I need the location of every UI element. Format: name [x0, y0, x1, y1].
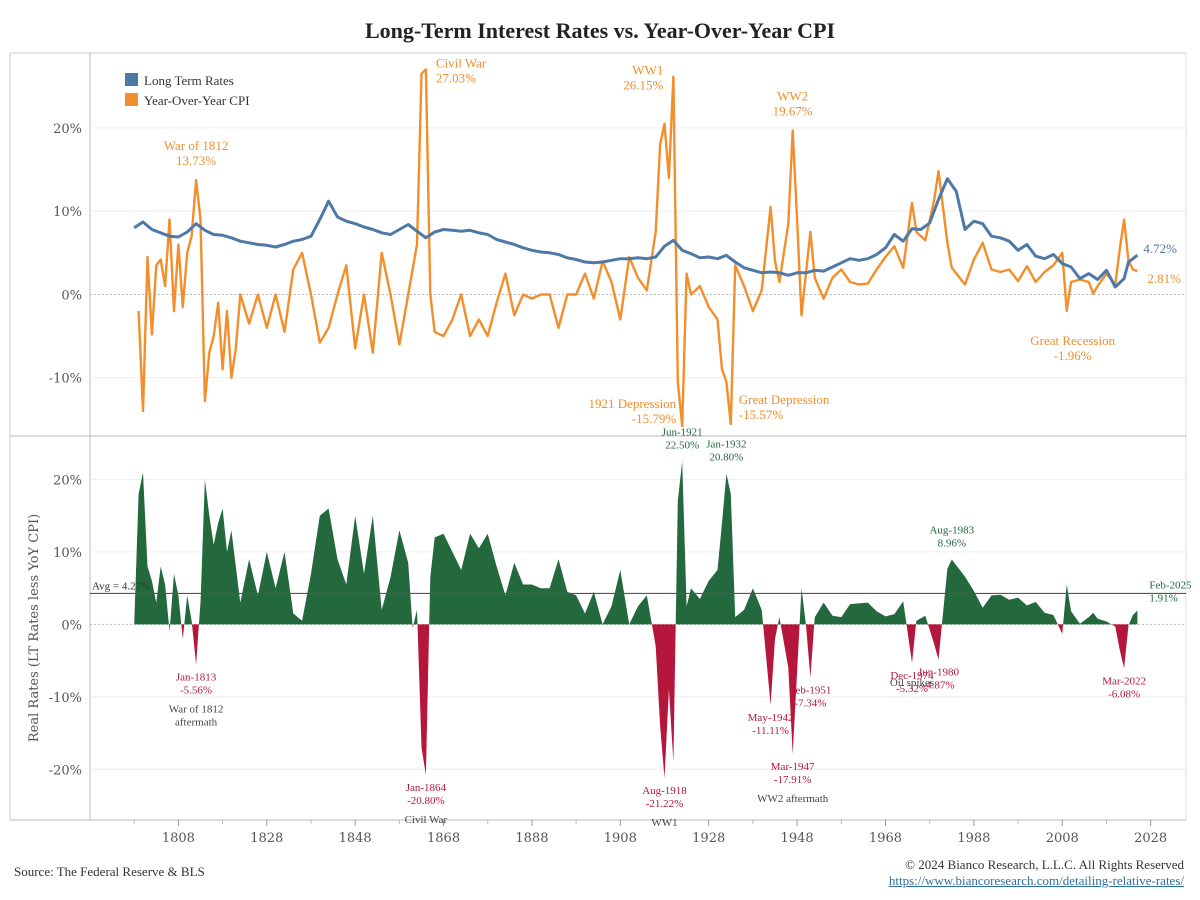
real-rate-annotation-note: Civil War	[405, 814, 448, 826]
real-rate-annotation-note: WW1	[651, 817, 677, 829]
real-rate-annotation: -7.34%	[794, 698, 826, 710]
x-tick-label: 2028	[1134, 831, 1167, 846]
real-rate-annotation: -20.80%	[407, 795, 445, 807]
bottom-y-tick-label: 10%	[53, 546, 82, 561]
real-rate-annotation: Jun-1921	[662, 426, 703, 438]
real-rate-annotation-note: WW2 aftermath	[757, 793, 829, 805]
real-rate-annotation: Jan-1932	[706, 439, 746, 451]
cpi-annotation: Great Recession	[1030, 333, 1115, 348]
real-rate-annotation: Dec-1974	[890, 670, 934, 682]
x-tick-label: 1888	[515, 831, 548, 846]
cpi-annotation: WW2	[777, 89, 808, 104]
real-rate-annotation: -6.08%	[1108, 688, 1140, 700]
bottom-y-tick-label: -20%	[49, 763, 82, 778]
top-y-tick-label: 10%	[53, 205, 82, 220]
cpi-annotation: -15.57%	[739, 407, 784, 422]
real-rate-annotation: Aug-1918	[642, 785, 687, 797]
real-rate-annotation: -5.32%	[896, 683, 928, 695]
real-rate-annotation: Jun-1980	[918, 667, 959, 679]
average-label: Avg = 4.27%	[92, 580, 150, 592]
cpi-annotation: 1921 Depression	[588, 396, 676, 411]
cpi-annotation: Civil War	[436, 55, 487, 70]
oil-spikes-label: Oil spikes	[890, 677, 934, 689]
bottom-y-axis-title: Real Rates (LT Rates less YoY CPI)	[27, 514, 42, 742]
real-rate-annotation-note: aftermath	[175, 717, 218, 729]
x-tick-label: 1928	[692, 831, 725, 846]
copyright-text: © 2024 Bianco Research, L.L.C. All Right…	[905, 857, 1184, 872]
cpi-end-label: 2.81%	[1147, 271, 1181, 286]
real-rate-annotation: Jan-1813	[176, 672, 217, 684]
real-rate-annotation: Jan-1864	[406, 782, 447, 794]
real-rate-annotation: Mar-1947	[771, 761, 815, 773]
legend-label-cpi: Year-Over-Year CPI	[144, 93, 250, 108]
source-link[interactable]: https://www.biancoresearch.com/detailing…	[888, 873, 1184, 888]
x-tick-label: 1908	[604, 831, 637, 846]
rates-end-label: 4.72%	[1143, 241, 1177, 256]
x-tick-label: 1948	[781, 831, 814, 846]
cpi-series-line	[137, 68, 1138, 428]
real-rate-annotation: Aug-1983	[929, 524, 974, 536]
cpi-annotation: WW1	[632, 63, 663, 78]
top-y-tick-label: -10%	[49, 372, 82, 387]
real-rate-annotation: Feb-1951	[789, 685, 831, 697]
x-tick-label: 1828	[250, 831, 283, 846]
real-rates-negative-area	[134, 624, 1138, 779]
real-rate-annotation: -5.56%	[180, 685, 212, 697]
cpi-annotation: 26.15%	[623, 78, 663, 93]
legend-swatch-cpi	[125, 93, 138, 106]
legend: Long Term Rates Year-Over-Year CPI	[125, 73, 250, 108]
page-title: Long-Term Interest Rates vs. Year-Over-Y…	[364, 18, 836, 43]
real-rate-annotation: Feb-2025	[1149, 580, 1192, 592]
legend-swatch-rates	[125, 73, 138, 86]
bottom-y-tick-label: 0%	[61, 618, 82, 633]
bottom-y-tick-label: 20%	[53, 473, 82, 488]
bottom-y-tick-label: -10%	[49, 691, 82, 706]
cpi-annotation: 27.03%	[436, 70, 476, 85]
legend-label-rates: Long Term Rates	[144, 73, 234, 88]
source-note: Source: The Federal Reserve & BLS	[14, 864, 205, 879]
x-tick-label: 1848	[339, 831, 372, 846]
cpi-annotation: 13.73%	[176, 153, 216, 168]
cpi-annotation: War of 1812	[164, 138, 229, 153]
real-rate-annotation: 1.91%	[1149, 593, 1177, 605]
top-y-tick-label: 0%	[61, 288, 82, 303]
cpi-annotation: Great Depression	[739, 392, 830, 407]
real-rate-annotation: -21.22%	[646, 798, 684, 810]
x-tick-label: 2008	[1046, 831, 1079, 846]
real-rate-annotation: 22.50%	[665, 439, 699, 451]
copyright-block: © 2024 Bianco Research, L.L.C. All Right…	[889, 857, 1184, 889]
real-rate-annotation: -17.91%	[774, 774, 812, 786]
x-tick-label: 1868	[427, 831, 460, 846]
cpi-annotation: -1.96%	[1054, 348, 1092, 363]
real-rate-annotation: Mar-2022	[1102, 675, 1146, 687]
x-tick-label: 1808	[162, 831, 195, 846]
real-rates-positive-area	[134, 461, 1138, 625]
real-rate-annotation: May-1942	[748, 712, 794, 724]
real-rate-annotation: 20.80%	[709, 452, 743, 464]
x-tick-label: 1968	[869, 831, 902, 846]
rates-series-line	[133, 177, 1139, 289]
real-rate-annotation: -11.11%	[752, 725, 789, 737]
real-rate-annotation: -4.87%	[922, 680, 954, 692]
x-tick-label: 1988	[957, 831, 990, 846]
real-rate-annotation-note: War of 1812	[169, 704, 224, 716]
cpi-annotation: 19.67%	[773, 104, 813, 119]
top-y-tick-label: 20%	[53, 122, 82, 137]
cpi-annotation: -15.79%	[632, 411, 677, 426]
real-rate-annotation: 8.96%	[938, 537, 966, 549]
